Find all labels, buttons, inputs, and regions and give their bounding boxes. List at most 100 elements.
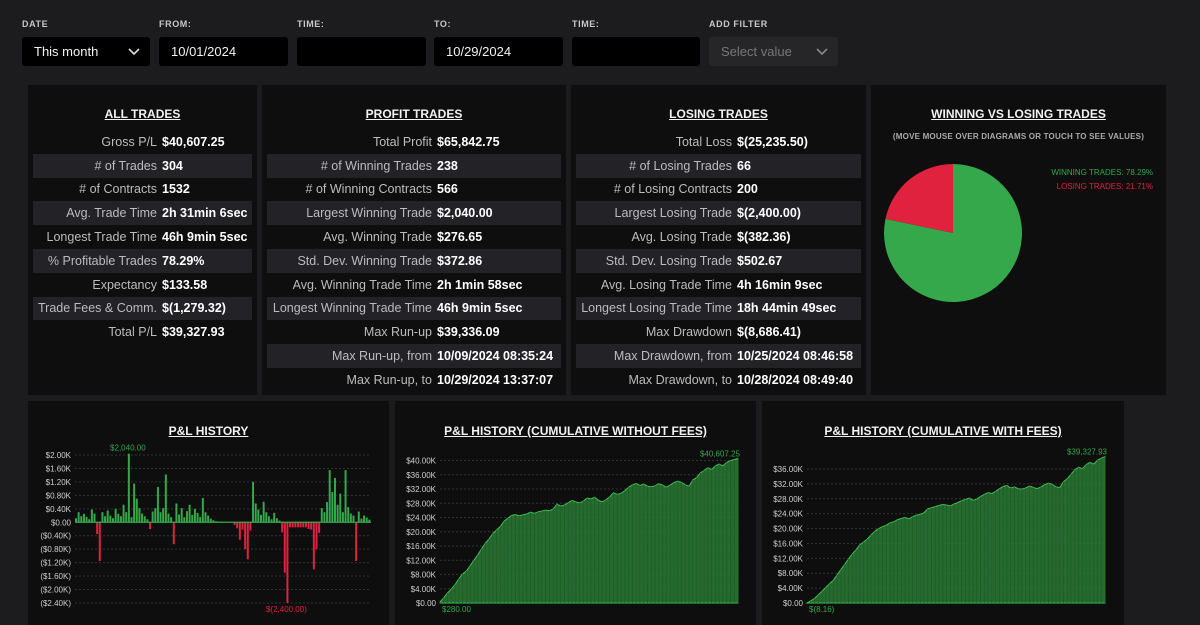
- pnl-bar[interactable]: [178, 514, 181, 523]
- pie-chart[interactable]: WINNING TRADES: 78.29% LOSING TRADES: 21.…: [871, 85, 1166, 395]
- pnl-bar[interactable]: [156, 486, 159, 523]
- pnl-bar[interactable]: [355, 522, 358, 561]
- pnl-bar[interactable]: [328, 470, 331, 523]
- pnl-bar[interactable]: [270, 519, 273, 523]
- pnl-bar[interactable]: [191, 514, 194, 523]
- pnl-bar[interactable]: [344, 470, 347, 523]
- pnl-bar[interactable]: [188, 504, 191, 523]
- pnl-bar[interactable]: [146, 519, 149, 523]
- pnl-bar[interactable]: [82, 513, 85, 523]
- add-filter-select[interactable]: Select value: [709, 37, 838, 66]
- pnl-bar[interactable]: [281, 522, 284, 533]
- pnl-bar[interactable]: [114, 508, 117, 523]
- pnl-bar[interactable]: [180, 508, 183, 523]
- pnl-bar[interactable]: [265, 512, 268, 523]
- pnl-bar[interactable]: [172, 522, 175, 545]
- pnl-bar-chart[interactable]: $2.00K $1.60K $1.20K $0.80K $0.40K $0.00 ($0.4…: [28, 401, 389, 625]
- pnl-bar[interactable]: [122, 504, 125, 523]
- pnl-bar[interactable]: [175, 503, 178, 523]
- pnl-bar[interactable]: [207, 515, 210, 523]
- pnl-bar[interactable]: [151, 511, 154, 523]
- pnl-bar[interactable]: [98, 522, 101, 561]
- pnl-bar[interactable]: [310, 522, 313, 530]
- pnl-bar[interactable]: [101, 512, 104, 523]
- pnl-bar[interactable]: [138, 508, 141, 523]
- pnl-bar[interactable]: [299, 522, 302, 528]
- pnl-bar[interactable]: [347, 507, 350, 523]
- pnl-bar[interactable]: [368, 519, 371, 523]
- pnl-bar[interactable]: [273, 512, 276, 523]
- pnl-bar[interactable]: [204, 512, 207, 523]
- pnl-bar[interactable]: [312, 522, 315, 570]
- pnl-bar[interactable]: [186, 511, 188, 523]
- pnl-bar[interactable]: [104, 516, 107, 523]
- pnl-bar[interactable]: [249, 522, 252, 531]
- to-date-input[interactable]: 10/29/2024: [434, 37, 563, 66]
- pnl-bar[interactable]: [164, 474, 167, 523]
- pnl-bar[interactable]: [96, 522, 99, 535]
- pnl-bar[interactable]: [238, 522, 241, 540]
- pnl-bar[interactable]: [167, 513, 170, 523]
- pnl-bar[interactable]: [77, 512, 80, 523]
- pnl-bar[interactable]: [117, 513, 120, 523]
- pnl-bar[interactable]: [267, 516, 270, 523]
- pnl-bar[interactable]: [294, 522, 297, 528]
- pnl-bar[interactable]: [304, 522, 307, 528]
- pnl-bar[interactable]: [141, 513, 144, 523]
- pnl-bar[interactable]: [320, 508, 323, 523]
- pnl-bar[interactable]: [209, 518, 212, 523]
- pnl-bar[interactable]: [262, 501, 265, 523]
- cumulative-with-fees-chart[interactable]: $0.00 $4.00K $8.00K $12.00K $16.00K $20.00K $2…: [762, 401, 1124, 625]
- pnl-bar[interactable]: [286, 522, 289, 603]
- pnl-bar[interactable]: [246, 522, 249, 560]
- pnl-bar[interactable]: [357, 511, 360, 523]
- pnl-bar[interactable]: [193, 508, 196, 523]
- pnl-bar[interactable]: [201, 498, 204, 523]
- date-range-select[interactable]: This month: [22, 37, 150, 66]
- pnl-bar[interactable]: [260, 514, 262, 523]
- pnl-bar[interactable]: [334, 477, 336, 523]
- pnl-bar[interactable]: [143, 516, 146, 523]
- pnl-bar[interactable]: [125, 512, 128, 523]
- pnl-bar[interactable]: [289, 522, 292, 528]
- pnl-bar[interactable]: [109, 515, 112, 523]
- pnl-bar[interactable]: [106, 510, 109, 523]
- pnl-bar[interactable]: [318, 522, 321, 534]
- pnl-bar[interactable]: [80, 516, 83, 523]
- pnl-bar[interactable]: [159, 512, 162, 523]
- pnl-bar[interactable]: [323, 512, 326, 523]
- pnl-bar[interactable]: [326, 502, 329, 523]
- pnl-bar[interactable]: [90, 509, 93, 523]
- pnl-bar[interactable]: [212, 520, 215, 523]
- pnl-bar[interactable]: [93, 513, 96, 523]
- pnl-bar[interactable]: [130, 517, 133, 523]
- pnl-bar[interactable]: [183, 517, 186, 523]
- pnl-bar[interactable]: [365, 517, 368, 523]
- pnl-bar[interactable]: [352, 515, 355, 523]
- pnl-bar[interactable]: [257, 509, 260, 523]
- to-time-input[interactable]: [572, 37, 700, 66]
- pnl-bar[interactable]: [363, 515, 366, 523]
- pnl-bar[interactable]: [341, 512, 344, 523]
- pnl-bar[interactable]: [241, 522, 244, 530]
- pnl-bar[interactable]: [291, 522, 294, 528]
- pnl-bar[interactable]: [85, 516, 88, 523]
- pnl-bar[interactable]: [275, 518, 278, 523]
- pnl-bar[interactable]: [149, 522, 151, 529]
- pnl-bar[interactable]: [254, 503, 257, 523]
- pnl-bar[interactable]: [119, 516, 122, 523]
- from-date-input[interactable]: 10/01/2024: [159, 37, 288, 66]
- pnl-bar[interactable]: [297, 522, 299, 528]
- pnl-bar[interactable]: [135, 498, 138, 523]
- pnl-bar[interactable]: [331, 492, 334, 523]
- from-time-input[interactable]: [297, 37, 426, 66]
- cumulative-area[interactable]: [805, 455, 1106, 604]
- pnl-bar[interactable]: [307, 522, 310, 529]
- pnl-bar[interactable]: [236, 522, 239, 529]
- pnl-bar[interactable]: [133, 483, 136, 523]
- pnl-bar[interactable]: [302, 522, 305, 528]
- pnl-bar[interactable]: [112, 518, 114, 523]
- pnl-bar[interactable]: [199, 516, 202, 523]
- pnl-bar[interactable]: [127, 453, 130, 523]
- pnl-bar[interactable]: [233, 522, 236, 525]
